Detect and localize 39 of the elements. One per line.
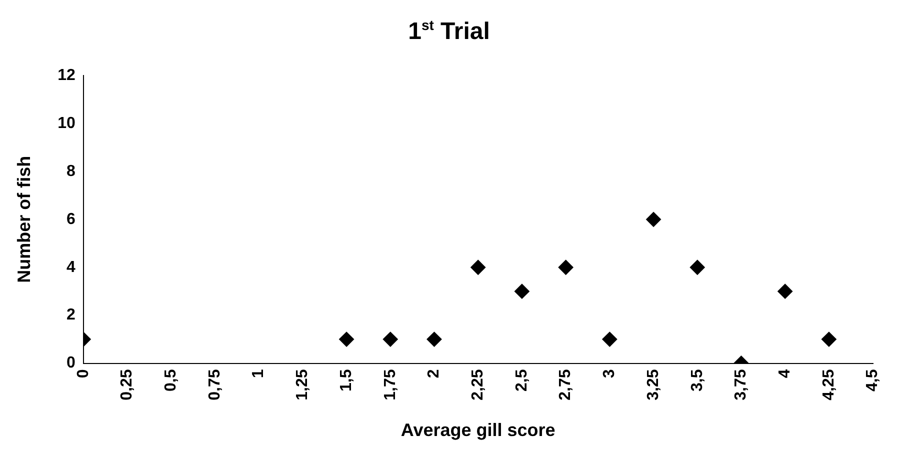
- y-axis-title: Number of fish: [14, 156, 34, 283]
- x-tick-label: 3,5: [688, 369, 706, 392]
- x-axis-title: Average gill score: [400, 420, 556, 440]
- x-tick-label: 0,5: [162, 369, 180, 392]
- x-tick-label: 3: [601, 369, 618, 378]
- y-tick-label: 8: [66, 162, 76, 180]
- point: [602, 332, 618, 347]
- x-tick-label: 1: [250, 369, 268, 378]
- point: [426, 332, 442, 347]
- y-tick-label: 4: [66, 258, 76, 276]
- point: [778, 284, 793, 299]
- point: [339, 332, 354, 347]
- x-tick-label: 2,25: [470, 369, 487, 400]
- point: [470, 260, 486, 275]
- x-tick-label: 4,5: [864, 369, 882, 392]
- point: [690, 260, 705, 275]
- chart-title: 1$^{st}$ Trial: [408, 16, 490, 46]
- x-tick-label: 1,5: [338, 369, 355, 392]
- x-tick-label: 3,75: [732, 369, 750, 400]
- y-tick-label: 6: [66, 210, 76, 228]
- y-tick-label: 2: [66, 306, 76, 324]
- x-tick-label: 1,25: [294, 369, 312, 400]
- x-tick-label: 3,25: [644, 369, 662, 400]
- y-tick-label: 12: [58, 67, 76, 84]
- point: [646, 212, 662, 227]
- x-tick-label: 2,75: [557, 369, 574, 400]
- x-tick-label: 0: [74, 369, 92, 378]
- x-tick-label: 0,75: [206, 369, 224, 400]
- x-tick-label: 4,25: [820, 369, 838, 400]
- x-tick-label: 4: [776, 369, 794, 378]
- point: [514, 284, 530, 299]
- x-tick-label: 2,5: [513, 369, 530, 392]
- x-tick-label: 1,75: [382, 369, 399, 400]
- point: [558, 260, 574, 275]
- point: [382, 332, 398, 347]
- y-tick-label: 10: [58, 114, 76, 132]
- x-tick-label: 2: [426, 369, 443, 378]
- x-tick-label: 0,25: [118, 369, 136, 400]
- point: [821, 332, 836, 347]
